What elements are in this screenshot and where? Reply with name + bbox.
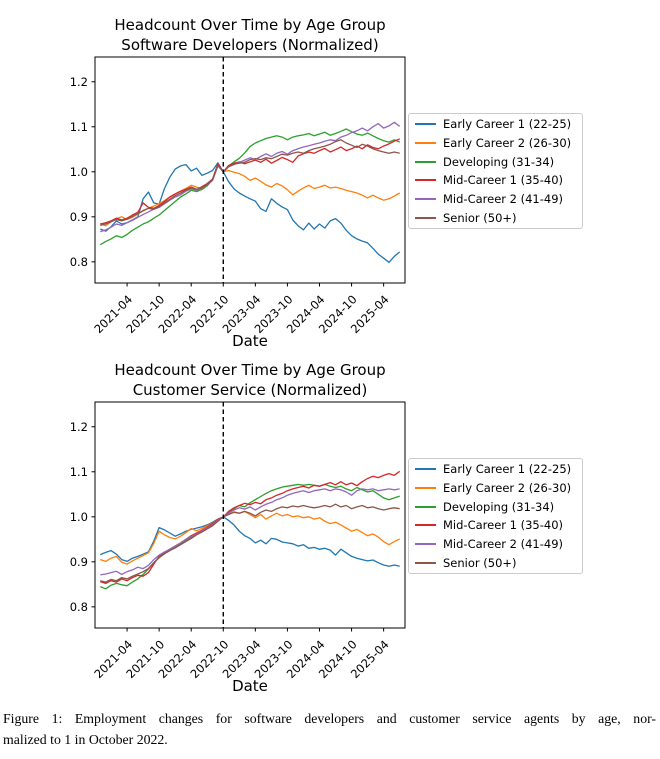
legend-label: Mid-Career 2 (41-49) — [443, 192, 564, 207]
legend-top-chart: Early Career 1 (22-25) Early Career 2 (2… — [408, 113, 583, 230]
series-line — [99, 128, 400, 246]
legend-swatch — [415, 468, 436, 471]
legend-swatch — [415, 179, 436, 182]
caption-line-1: Figure 1: Employment changes for softwar… — [3, 711, 656, 726]
legend-item: Senior (50+) — [409, 208, 582, 227]
legend-item: Mid-Career 1 (35-40) — [409, 516, 582, 535]
legend-item: Early Career 1 (22-25) — [409, 115, 582, 134]
legend-item: Mid-Career 2 (41-49) — [409, 535, 582, 554]
chart-title-customer-service: Headcount Over Time by Age Group Custome… — [40, 361, 460, 400]
legend-label: Senior (50+) — [443, 555, 517, 570]
legend-item: Developing (31-34) — [409, 152, 582, 171]
chart-title-line2: Software Developers (Normalized) — [121, 35, 379, 54]
plot-border — [94, 56, 406, 284]
legend-label: Developing (31-34) — [443, 154, 555, 169]
legend-label: Early Career 2 (26-30) — [443, 481, 572, 496]
series-line — [100, 138, 400, 225]
plot-border — [94, 401, 406, 629]
legend-label: Mid-Career 1 (35-40) — [443, 173, 564, 188]
y-tick-label: 1.0 — [70, 510, 88, 524]
legend-swatch — [415, 487, 436, 490]
legend-item: Developing (31-34) — [409, 497, 582, 516]
y-tick-label: 1.0 — [70, 165, 88, 179]
figure-caption: Figure 1: Employment changes for softwar… — [3, 709, 656, 750]
legend-label: Early Career 1 (22-25) — [443, 117, 572, 132]
series-line — [100, 162, 401, 263]
series-line — [100, 510, 400, 565]
legend-item: Early Career 2 (26-30) — [409, 134, 582, 153]
legend-swatch — [415, 198, 436, 201]
legend-swatch — [415, 123, 436, 126]
legend-label: Mid-Career 2 (41-49) — [443, 537, 564, 552]
chart-title-line1: Headcount Over Time by Age Group — [114, 16, 386, 34]
legend-swatch — [415, 160, 436, 163]
y-tick-label: 0.8 — [70, 255, 88, 269]
caption-line-2: malized to 1 in October 2022. — [3, 731, 168, 747]
y-tick-label: 1.2 — [70, 420, 88, 434]
legend-label: Developing (31-34) — [443, 499, 555, 514]
y-tick-label: 0.8 — [70, 600, 88, 614]
legend-swatch — [415, 142, 436, 145]
series-line — [100, 139, 400, 227]
series-line — [100, 503, 400, 583]
legend-label: Early Career 2 (26-30) — [443, 136, 572, 151]
chart-title-line2: Customer Service (Normalized) — [132, 380, 368, 399]
series-line — [100, 121, 401, 233]
legend-swatch — [415, 505, 436, 508]
legend-item: Mid-Career 1 (35-40) — [409, 171, 582, 190]
legend-swatch — [415, 543, 436, 546]
y-tick-label: 0.9 — [70, 210, 88, 224]
y-tick-label: 1.1 — [70, 465, 88, 479]
y-tick-label: 1.2 — [70, 75, 88, 89]
legend-item: Senior (50+) — [409, 553, 582, 572]
legend-label: Early Career 1 (22-25) — [443, 462, 572, 477]
x-axis-label-top: Date — [232, 332, 268, 350]
legend-swatch — [415, 216, 436, 219]
series-line — [100, 488, 400, 576]
legend-item: Early Career 2 (26-30) — [409, 479, 582, 498]
y-tick-label: 0.9 — [70, 555, 88, 569]
y-tick-label: 1.1 — [70, 120, 88, 134]
legend-item: Mid-Career 2 (41-49) — [409, 190, 582, 209]
series-line — [100, 483, 400, 590]
x-axis-label-bottom: Date — [232, 677, 268, 695]
legend-bottom-chart: Early Career 1 (22-25) Early Career 2 (2… — [408, 458, 583, 575]
legend-label: Senior (50+) — [443, 210, 517, 225]
series-line — [100, 516, 400, 567]
chart-title-software-developers: Headcount Over Time by Age Group Softwar… — [40, 16, 460, 55]
legend-swatch — [415, 561, 436, 564]
legend-label: Mid-Career 1 (35-40) — [443, 518, 564, 533]
legend-item: Early Career 1 (22-25) — [409, 460, 582, 479]
series-line — [100, 470, 401, 585]
legend-swatch — [415, 524, 436, 527]
chart-title-line1: Headcount Over Time by Age Group — [114, 361, 386, 379]
